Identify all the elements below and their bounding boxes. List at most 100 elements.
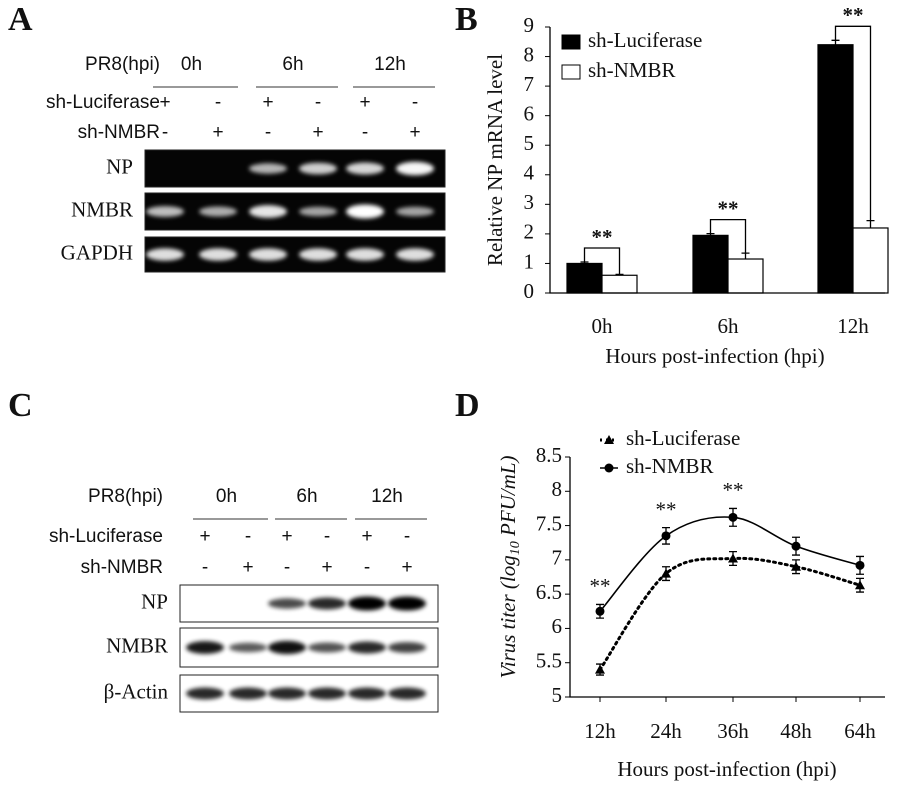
row-label: sh-NMBR: [81, 557, 163, 578]
sign: -: [202, 557, 208, 578]
y-tick-label: 5: [524, 131, 535, 155]
y-tick-label: 7: [524, 72, 535, 96]
marker: [855, 560, 865, 570]
band: [348, 687, 386, 700]
y-tick-label: 3: [524, 190, 535, 214]
band: [388, 596, 426, 611]
y-tick-label: 6: [552, 614, 563, 638]
x-tick-label: 0h: [592, 314, 614, 338]
band-label: β-Actin: [104, 679, 169, 703]
band: [348, 641, 386, 654]
sign: -: [162, 122, 168, 143]
y-tick-label: 2: [524, 220, 535, 244]
band-label: NP: [106, 154, 133, 178]
series-line: [599, 516, 861, 613]
significance: **: [590, 574, 611, 598]
sign: -: [362, 122, 368, 143]
y-tick-label: 0: [524, 279, 535, 303]
sign: +: [262, 92, 273, 113]
band-label: NMBR: [106, 633, 168, 657]
y-tick-label: 8: [552, 477, 563, 501]
marker: [604, 435, 614, 444]
time-label: PR8(hpi): [85, 54, 160, 75]
band: [346, 204, 384, 219]
band: [268, 640, 306, 655]
x-tick-label: 48h: [780, 719, 812, 743]
sign: +: [199, 526, 210, 547]
y-tick-label: 7.5: [536, 511, 562, 535]
y-tick-label: 6.5: [536, 580, 562, 604]
band: [299, 162, 337, 175]
sign: -: [315, 92, 321, 113]
band: [348, 596, 386, 611]
x-axis-label: Hours post-infection (hpi): [605, 344, 824, 368]
band: [146, 248, 184, 261]
band: [299, 248, 337, 261]
sign: -: [364, 557, 370, 578]
sign: -: [215, 92, 221, 113]
marker: [855, 580, 865, 590]
row-label: sh-Luciferase: [49, 526, 163, 547]
band: [268, 687, 306, 700]
legend-label: sh-Luciferase: [626, 426, 740, 450]
marker: [791, 561, 801, 571]
x-axis-label: Hours post-infection (hpi): [617, 757, 836, 781]
band: [396, 248, 434, 261]
band-label: NP: [141, 589, 168, 613]
x-tick-label: 24h: [650, 719, 682, 743]
bar: [566, 262, 603, 294]
time-point: 12h: [374, 54, 406, 75]
bar: [817, 44, 854, 294]
x-tick-label: 64h: [844, 719, 876, 743]
marker: [728, 553, 738, 563]
band: [268, 598, 306, 609]
bracket: [583, 247, 621, 275]
y-tick-label: 5: [552, 683, 563, 707]
y-tick-label: 9: [524, 13, 535, 37]
y-tick-label: 8.5: [536, 443, 562, 467]
band: [308, 642, 346, 653]
sign: -: [404, 526, 410, 547]
sign: +: [242, 557, 253, 578]
panel-label: B: [455, 1, 478, 38]
sign: +: [281, 526, 292, 547]
band: [146, 206, 184, 217]
sign: +: [212, 122, 223, 143]
axes: [569, 457, 885, 698]
significance: **: [718, 196, 739, 220]
bar: [692, 234, 729, 294]
time-point: 6h: [296, 486, 317, 507]
legend-label: sh-Luciferase: [588, 28, 702, 52]
x-tick-label: 12h: [837, 314, 869, 338]
band-label: GAPDH: [61, 240, 133, 264]
band: [346, 162, 384, 175]
bar: [601, 274, 638, 294]
sign: -: [265, 122, 271, 143]
y-tick-label: 8: [524, 42, 535, 66]
y-axis-label: Virus titer (log10 PFU/mL): [496, 455, 523, 678]
sign: +: [321, 557, 332, 578]
band: [346, 248, 384, 261]
error-bar: [866, 219, 875, 228]
y-axis-label: Relative NP mRNA level: [483, 54, 507, 266]
sign: +: [359, 92, 370, 113]
legend-swatch: [561, 34, 581, 50]
band: [229, 687, 267, 700]
sign: +: [409, 122, 420, 143]
band: [308, 687, 346, 700]
sign: -: [412, 92, 418, 113]
band: [396, 206, 434, 217]
x-tick-label: 12h: [584, 719, 616, 743]
sign: -: [324, 526, 330, 547]
x-tick-label: 36h: [717, 719, 749, 743]
y-tick-label: 7: [552, 546, 563, 570]
y-tick-label: 4: [524, 161, 535, 185]
band: [249, 163, 287, 174]
error-bar: [741, 252, 750, 260]
series-line: [598, 556, 862, 672]
sign: -: [245, 526, 251, 547]
legend-label: sh-NMBR: [588, 58, 676, 82]
time-point: 6h: [282, 54, 303, 75]
error-bar: [580, 261, 589, 264]
